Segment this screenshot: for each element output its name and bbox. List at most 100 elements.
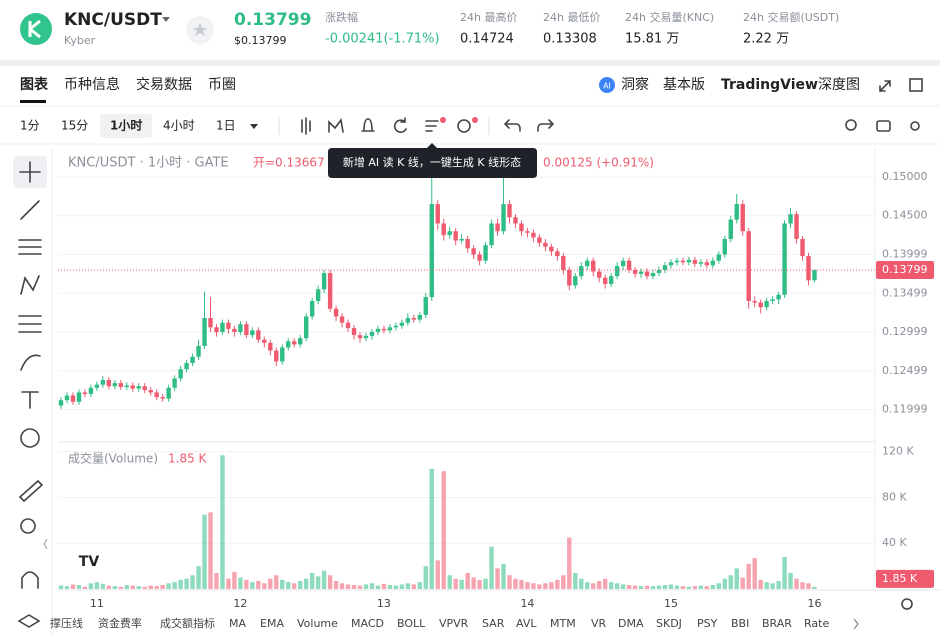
- candle-body: [608, 276, 614, 284]
- search-button[interactable]: [845, 119, 857, 131]
- volume-bar: [214, 572, 219, 589]
- interval[interactable]: 1日: [216, 119, 236, 133]
- candle-body: [447, 231, 452, 236]
- volume-bar: [453, 578, 458, 589]
- coin-name: Kyber: [64, 34, 96, 47]
- zoom-tool[interactable]: [20, 518, 36, 534]
- indicator[interactable]: MACD: [351, 617, 384, 630]
- window-button[interactable]: [909, 78, 923, 92]
- indicator[interactable]: MA: [229, 617, 246, 630]
- candle-body: [644, 271, 650, 277]
- volume-bar: [381, 583, 387, 589]
- tab[interactable]: 币种信息: [64, 76, 120, 93]
- interval-dropdown[interactable]: [250, 124, 258, 129]
- volume-bar: [411, 584, 417, 589]
- volume-bar: [106, 585, 112, 589]
- indicator[interactable]: 成交额指标: [160, 616, 215, 630]
- pair[interactable]: KNC/USDT: [64, 10, 162, 30]
- interval[interactable]: 1小时: [110, 118, 142, 133]
- collapse-button[interactable]: [43, 538, 48, 550]
- settings-button[interactable]: [910, 121, 920, 131]
- indicator[interactable]: AVL: [516, 617, 537, 630]
- indicator-button[interactable]: [328, 118, 344, 133]
- fib-tool[interactable]: [18, 239, 42, 255]
- tab[interactable]: 币圈: [208, 77, 236, 93]
- indicator[interactable]: MTM: [550, 617, 576, 630]
- alert-button[interactable]: [361, 118, 375, 132]
- replay-button[interactable]: [393, 117, 407, 133]
- measure-tool[interactable]: [18, 479, 44, 503]
- text-tool[interactable]: [21, 391, 39, 409]
- indicator[interactable]: BBI: [731, 617, 749, 630]
- brush-tool[interactable]: [20, 354, 41, 371]
- volume-bar: [459, 579, 464, 589]
- indicator[interactable]: Volume: [297, 617, 338, 630]
- tab[interactable]: 图表: [20, 76, 49, 93]
- indicator[interactable]: SAR: [482, 617, 505, 630]
- candle-body: [656, 269, 662, 274]
- indicator[interactable]: 资金费率: [98, 616, 142, 630]
- candle-body: [94, 384, 100, 388]
- volume-tick-label: 80 K: [882, 490, 907, 503]
- candle-body: [280, 347, 285, 362]
- volume-bar: [333, 580, 339, 589]
- volume-bar: [585, 582, 590, 589]
- candle-body: [812, 270, 817, 281]
- tab-right[interactable]: 基本版: [663, 76, 705, 93]
- candle-body: [399, 322, 405, 326]
- volume-bar: [686, 586, 692, 589]
- volume-bar: [345, 584, 351, 589]
- interval[interactable]: 1分: [20, 119, 40, 133]
- tab-right[interactable]: TradingView: [721, 77, 818, 93]
- volume-bar: [142, 586, 147, 589]
- candle-body: [579, 266, 584, 277]
- volume-tick-label: 40 K: [882, 536, 907, 549]
- tab[interactable]: 交易数据: [136, 76, 192, 93]
- indicator[interactable]: VR: [591, 617, 607, 630]
- indicator[interactable]: BOLL: [397, 617, 426, 630]
- candle-body: [172, 378, 177, 388]
- add-button[interactable]: [457, 119, 471, 133]
- ai-button[interactable]: [425, 120, 439, 132]
- indicator[interactable]: BRAR: [762, 617, 792, 630]
- insight-icon-label: AI: [603, 82, 611, 91]
- tab-right[interactable]: 深度图: [818, 77, 860, 93]
- scroll-right[interactable]: [853, 618, 859, 630]
- interval[interactable]: 4小时: [163, 119, 195, 133]
- stat-label: 24h 交易额(USDT): [743, 10, 839, 24]
- screenshot-button[interactable]: [876, 120, 891, 132]
- volume-bar: [94, 582, 100, 589]
- candle-body: [160, 397, 165, 399]
- axis-settings[interactable]: [901, 598, 913, 610]
- crosshair-tool[interactable]: [19, 161, 41, 183]
- indicator[interactable]: EMA: [260, 617, 284, 630]
- pair-dropdown[interactable]: [162, 17, 170, 22]
- indicator[interactable]: Rate: [804, 617, 829, 630]
- volume-bar: [692, 586, 698, 589]
- volume-bar: [716, 583, 721, 589]
- indicator[interactable]: 撑压线: [50, 616, 83, 630]
- emoji-tool[interactable]: [20, 428, 40, 448]
- price-usd: $0.13799: [234, 34, 287, 47]
- interval[interactable]: 15分: [61, 119, 88, 133]
- expand-button[interactable]: [879, 80, 891, 92]
- volume-bar: [178, 579, 183, 589]
- tab-right[interactable]: 洞察: [621, 76, 649, 93]
- projection-tool[interactable]: [18, 315, 42, 333]
- candle-type-button[interactable]: [301, 117, 311, 135]
- magnet-tool[interactable]: [21, 571, 39, 589]
- indicator[interactable]: SKDJ: [656, 617, 682, 630]
- candle-body: [662, 265, 668, 270]
- indicator[interactable]: VPVR: [439, 617, 469, 630]
- volume-bar: [256, 580, 261, 589]
- volume-bar: [806, 583, 811, 589]
- pattern-tool[interactable]: [20, 275, 40, 295]
- volume-bar: [274, 575, 279, 589]
- trendline-tool[interactable]: [20, 200, 40, 220]
- redo-button[interactable]: [537, 119, 555, 132]
- undo-button[interactable]: [503, 119, 521, 132]
- layers-button[interactable]: [17, 614, 41, 628]
- indicator[interactable]: PSY: [697, 617, 718, 630]
- indicator[interactable]: DMA: [618, 617, 644, 630]
